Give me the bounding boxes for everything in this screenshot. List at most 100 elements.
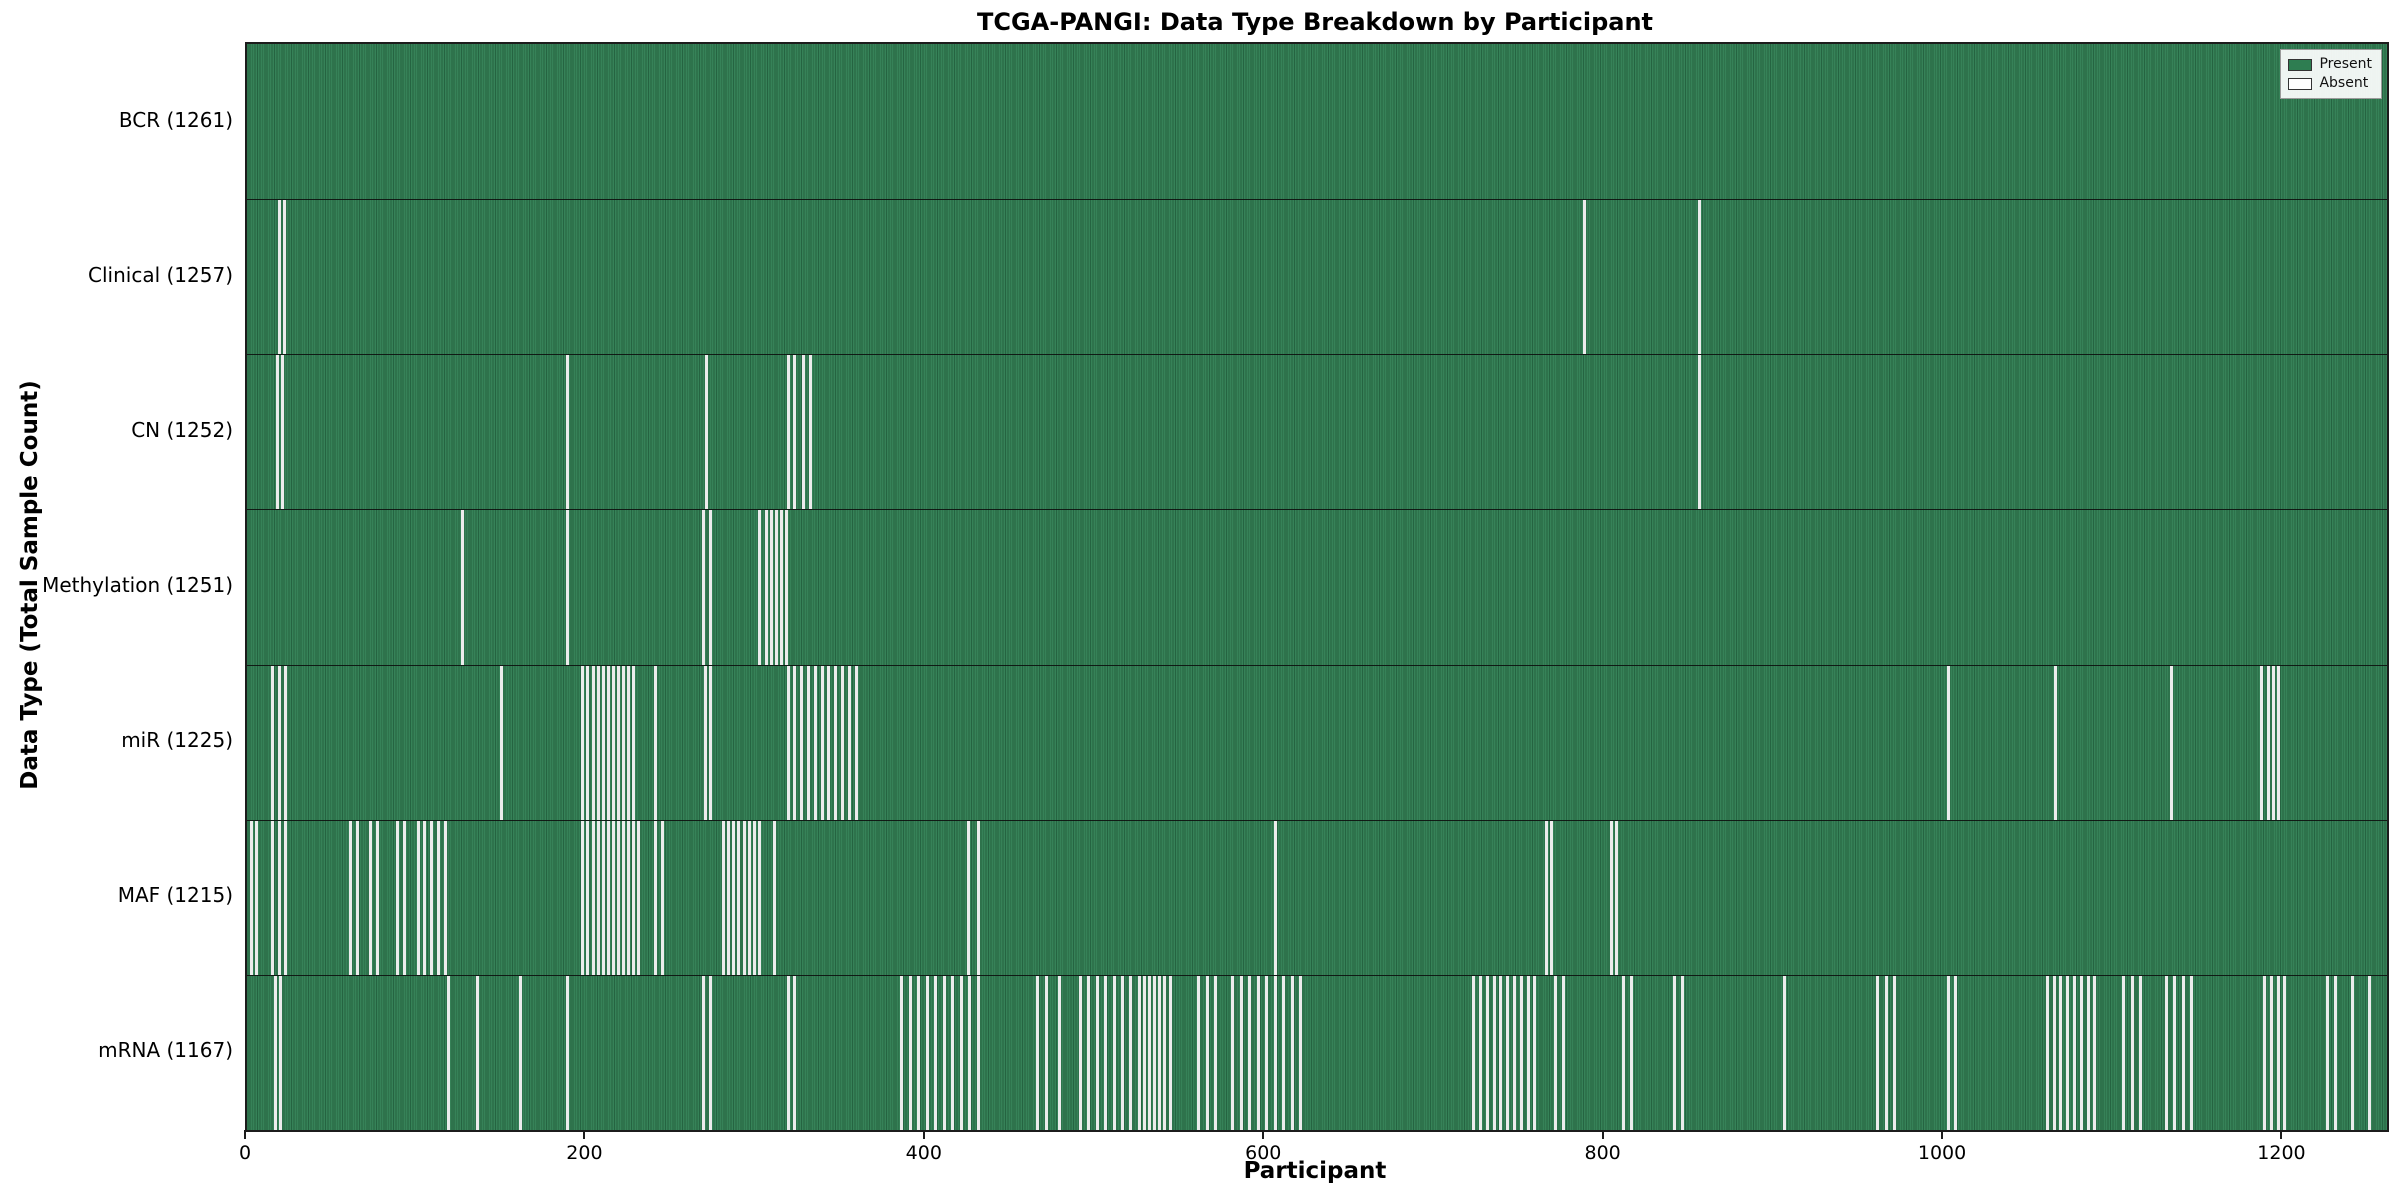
heatmap-row-cn [247, 354, 2387, 510]
absent-mark [275, 355, 279, 510]
absent-mark [423, 820, 427, 975]
absent-mark [2059, 975, 2063, 1130]
absent-mark [701, 975, 705, 1130]
absent-mark [2325, 975, 2329, 1130]
absent-mark [274, 975, 278, 1130]
legend-item-present: Present [2288, 55, 2372, 74]
absent-mark [968, 975, 972, 1130]
absent-mark [2334, 975, 2338, 1130]
absent-mark [416, 820, 420, 975]
legend: Present Absent [2280, 49, 2382, 99]
absent-mark [1205, 975, 1209, 1130]
absent-mark [430, 820, 434, 975]
legend-present-label: Present [2319, 56, 2372, 72]
absent-mark [2093, 975, 2097, 1130]
absent-mark [752, 820, 756, 975]
absent-mark [601, 820, 605, 975]
absent-mark [1214, 975, 1218, 1130]
absent-mark [581, 665, 585, 820]
heatmap-row-maf [247, 819, 2387, 975]
present-swatch-icon [2288, 58, 2313, 71]
row-label-mrna: mRNA (1167) [98, 1038, 233, 1063]
absent-mark [1947, 975, 1951, 1130]
absent-mark [786, 355, 790, 510]
absent-mark [900, 975, 904, 1130]
absent-mark [908, 975, 912, 1130]
absent-mark [703, 665, 707, 820]
absent-mark [1143, 975, 1147, 1130]
absent-mark [1137, 975, 1141, 1130]
x-tick-label: 1200 [2257, 1142, 2306, 1164]
absent-mark [2054, 665, 2058, 820]
absent-mark [654, 820, 658, 975]
absent-mark [2079, 975, 2083, 1130]
absent-mark [2066, 975, 2070, 1130]
absent-mark [566, 975, 570, 1130]
absent-mark [1954, 975, 1958, 1130]
absent-mark [1545, 820, 1549, 975]
absent-mark [1609, 820, 1613, 975]
x-tick-label: 600 [1245, 1142, 1282, 1164]
absent-mark [1078, 975, 1082, 1130]
absent-mark [1562, 975, 1566, 1130]
absent-mark [369, 820, 373, 975]
absent-mark [1153, 975, 1157, 1130]
absent-mark [1248, 975, 1252, 1130]
absent-mark [616, 820, 620, 975]
absent-mark [801, 355, 805, 510]
absent-mark [611, 665, 615, 820]
absent-mark [820, 665, 824, 820]
absent-mark [1672, 975, 1676, 1130]
absent-mark [661, 820, 665, 975]
absent-mark [596, 820, 600, 975]
absent-mark [1273, 820, 1277, 975]
absent-mark [976, 975, 980, 1130]
absent-mark [966, 820, 970, 975]
y-axis-label: Data Type (Total Sample Count) [17, 380, 43, 790]
absent-mark [854, 665, 858, 820]
absent-mark [2181, 975, 2185, 1130]
absent-mark [1499, 975, 1503, 1130]
absent-mark [632, 820, 636, 975]
absent-mark [784, 510, 788, 665]
absent-mark [1697, 355, 1701, 510]
absent-mark [586, 665, 590, 820]
absent-mark [586, 820, 590, 975]
plot-area: Present Absent [245, 42, 2389, 1132]
absent-mark [2122, 975, 2126, 1130]
x-tick-mark [2280, 1130, 2283, 1139]
absent-mark [355, 820, 359, 975]
absent-mark [2276, 975, 2280, 1130]
row-label-bcr: BCR (1261) [118, 107, 233, 132]
row-label-clinical: Clinical (1257) [88, 262, 233, 287]
absent-mark [834, 665, 838, 820]
absent-mark [2052, 975, 2056, 1130]
absent-mark [632, 665, 636, 820]
absent-mark [786, 975, 790, 1130]
absent-mark [622, 820, 626, 975]
absent-mark [270, 665, 274, 820]
absent-mark [627, 820, 631, 975]
absent-mark [773, 820, 777, 975]
absent-mark [606, 665, 610, 820]
legend-item-absent: Absent [2288, 74, 2372, 93]
x-tick-mark [244, 1130, 246, 1139]
absent-mark [1197, 975, 1201, 1130]
absent-mark [1782, 975, 1786, 1130]
absent-mark [774, 510, 778, 665]
absent-mark [1553, 975, 1557, 1130]
absent-mark [1120, 975, 1124, 1130]
absent-mark [591, 665, 595, 820]
absent-mark [807, 665, 811, 820]
absent-mark [1290, 975, 1294, 1130]
absent-mark [1582, 200, 1586, 355]
absent-mark [737, 820, 741, 975]
absent-mark [1884, 975, 1888, 1130]
absent-mark [793, 355, 797, 510]
absent-mark [2139, 975, 2143, 1130]
absent-mark [917, 975, 921, 1130]
absent-mark [1265, 975, 1269, 1130]
x-tick-label: 0 [238, 1142, 252, 1164]
absent-mark [1058, 975, 1062, 1130]
heatmap-row-clinical [247, 199, 2387, 355]
